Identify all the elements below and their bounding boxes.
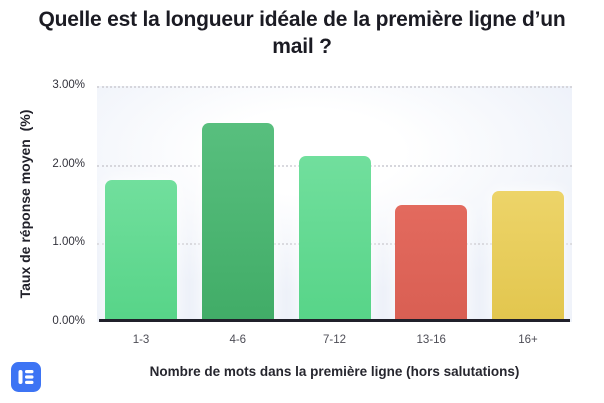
x-axis-title: Nombre de mots dans la première ligne (h…	[149, 364, 520, 379]
y-tick-label: 3.00%	[52, 79, 85, 91]
lemlist-logo-icon	[11, 362, 41, 392]
y-tick-label: 0.00%	[52, 314, 85, 327]
x-tick-label: 7-12	[322, 334, 347, 346]
x-categories: 1-3 4-6 7-12 13-16 16+	[97, 334, 572, 346]
gridline-3pct	[97, 86, 572, 88]
x-tick-label: 1-3	[132, 334, 150, 346]
bar-1-3	[105, 180, 177, 321]
x-tick-label: 13-16	[416, 334, 446, 346]
x-axis-line	[99, 319, 570, 322]
bar-7-12	[298, 155, 371, 321]
y-tick-label: 2.00%	[52, 157, 85, 170]
chart-title: Quelle est la longueur idéale de la prem…	[38, 8, 566, 58]
y-axis-title: Taux de réponse moyen (%)	[17, 109, 33, 299]
bar-16+	[492, 191, 564, 321]
bar-4-6	[201, 122, 274, 321]
bar-13-16	[395, 204, 468, 321]
y-tick-label: 1.00%	[52, 236, 85, 248]
x-tick-label: 16+	[518, 334, 538, 346]
lemlist-logo	[11, 362, 41, 392]
x-tick-label: 4-6	[229, 334, 247, 346]
bars	[97, 86, 572, 321]
plot-area	[97, 86, 572, 322]
